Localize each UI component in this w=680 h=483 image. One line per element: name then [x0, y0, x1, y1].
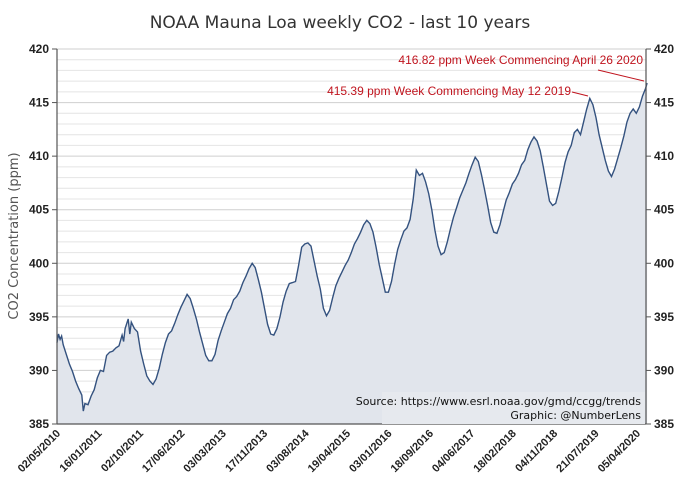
- x-tick-label: 03/03/2013: [181, 428, 228, 475]
- credit-text: Graphic: @NumberLens: [510, 409, 641, 422]
- y-axis-right: 385 390 395 400 405 410 415 420: [646, 42, 674, 431]
- y-tick-label-right: 400: [654, 256, 674, 270]
- y-tick-label-left: 410: [29, 149, 49, 163]
- x-tick-label: 18/09/2016: [389, 428, 436, 475]
- y-tick-label-left: 390: [29, 363, 49, 377]
- chart-title: NOAA Mauna Loa weekly CO2 - last 10 year…: [150, 13, 531, 33]
- x-tick-label: 18/02/2018: [471, 428, 518, 475]
- y-tick-label-right: 390: [654, 363, 674, 377]
- annotation-2020: 416.82 ppm Week Commencing April 26 2020: [398, 53, 645, 82]
- source-box: [382, 392, 645, 424]
- y-tick-label-right: 410: [654, 149, 674, 163]
- x-tick-label: 16/01/2011: [58, 428, 105, 475]
- x-tick-label: 03/08/2014: [264, 427, 312, 475]
- x-tick-label: 03/01/2016: [347, 428, 394, 475]
- co2-area-fill: [57, 83, 648, 424]
- annotation-2020-leader: [597, 69, 645, 82]
- x-tick-label: 02/10/2011: [99, 428, 146, 475]
- y-tick-label-left: 420: [29, 42, 49, 56]
- y-tick-label-right: 395: [654, 310, 674, 324]
- y-axis-label: CO2 Concentration (ppm): [7, 152, 22, 319]
- annotation-2019: 415.39 ppm Week Commencing May 12 2019: [327, 84, 589, 98]
- y-tick-label-right: 405: [654, 203, 674, 217]
- y-tick-label-right: 385: [654, 417, 674, 431]
- x-tick-label: 02/05/2010: [16, 428, 63, 475]
- x-tick-label: 05/04/2020: [596, 428, 643, 475]
- x-tick-label: 17/11/2013: [223, 428, 270, 475]
- x-tick-label: 04/06/2017: [430, 428, 477, 475]
- y-tick-label-left: 415: [29, 96, 49, 110]
- source-text: Source: https://www.esrl.noaa.gov/gmd/cc…: [356, 395, 642, 408]
- annotation-2019-text: 415.39 ppm Week Commencing May 12 2019: [327, 84, 571, 98]
- y-tick-label-left: 405: [29, 203, 49, 217]
- y-tick-label-right: 420: [654, 42, 674, 56]
- y-tick-label-left: 395: [29, 310, 49, 324]
- y-tick-label-right: 415: [654, 96, 674, 110]
- y-tick-label-left: 385: [29, 417, 49, 431]
- y-axis-left: 385 390 395 400 405 410 415 420: [29, 42, 57, 431]
- x-tick-label: 21/07/2019: [554, 428, 601, 475]
- x-tick-label: 04/11/2018: [513, 428, 560, 475]
- y-tick-label-left: 400: [29, 256, 49, 270]
- annotation-2019-leader: [571, 91, 589, 97]
- x-axis: 02/05/201016/01/201102/10/201117/06/2012…: [16, 427, 643, 475]
- x-tick-label: 17/06/2012: [140, 428, 187, 475]
- co2-series-line: [56, 82, 648, 412]
- x-tick-label: 19/04/2015: [306, 428, 353, 475]
- annotation-2020-text: 416.82 ppm Week Commencing April 26 2020: [398, 53, 643, 67]
